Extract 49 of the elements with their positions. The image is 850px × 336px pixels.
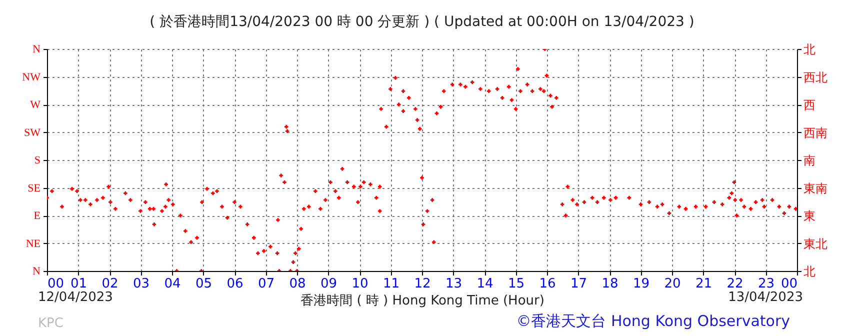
text: 西南 bbox=[804, 126, 828, 140]
x-tick-label: 21 bbox=[695, 276, 712, 292]
text: SE bbox=[28, 182, 41, 194]
text: N bbox=[32, 266, 41, 278]
text: W bbox=[30, 99, 42, 111]
x-tick-label: 13 bbox=[445, 276, 462, 292]
x-tick-label: 19 bbox=[632, 276, 650, 292]
x-tick-label: 00 bbox=[780, 276, 798, 292]
x-tick-label: 06 bbox=[226, 276, 244, 292]
text: 北 bbox=[804, 264, 816, 278]
x-tick-label: 08 bbox=[289, 276, 306, 292]
text: ©香港天文台 Hong Kong Observatory bbox=[516, 312, 790, 331]
x-tick-label: 03 bbox=[132, 276, 150, 292]
text: 13/04/2023 bbox=[728, 290, 803, 305]
x-tick-label: 05 bbox=[195, 276, 212, 292]
text: 西北 bbox=[804, 70, 828, 84]
x-tick-label: 00 bbox=[48, 276, 64, 292]
x-tick-label: 12 bbox=[414, 276, 431, 292]
text: 東南 bbox=[804, 181, 828, 196]
text: NE bbox=[26, 238, 41, 250]
text: KPC bbox=[38, 316, 64, 331]
chart-title: ( 於香港時間13/04/2023 00 時 00 分更新 ) ( Updated at 00:00H on 13/04/2023 ) bbox=[150, 14, 694, 30]
x-tick-label: 14 bbox=[476, 276, 494, 292]
x-tick-label: 17 bbox=[570, 276, 588, 292]
text: 北 bbox=[804, 42, 816, 56]
x-tick-label: 01 bbox=[70, 276, 88, 292]
x-tick-label: 15 bbox=[508, 276, 525, 292]
text: 12/04/2023 bbox=[38, 290, 113, 305]
x-tick-label: 23 bbox=[758, 276, 775, 292]
text: 南 bbox=[804, 154, 816, 168]
x-tick-label: 09 bbox=[320, 276, 338, 292]
x-tick-label: 10 bbox=[352, 276, 368, 292]
x-tick-label: 04 bbox=[164, 276, 181, 292]
x-tick-label: 22 bbox=[726, 276, 744, 292]
x-tick-label: 11 bbox=[382, 276, 400, 292]
text: NW bbox=[22, 71, 42, 84]
text: 東 bbox=[804, 209, 816, 223]
text: E bbox=[34, 210, 41, 222]
x-tick-label: 02 bbox=[102, 276, 118, 292]
text: S bbox=[34, 154, 40, 166]
x-axis-title: 香港時間 ( 時 ) Hong Kong Time (Hour) bbox=[300, 294, 544, 308]
x-tick-label: 16 bbox=[539, 276, 556, 292]
x-tick-label: 07 bbox=[258, 276, 275, 292]
text: 西 bbox=[804, 98, 816, 112]
text: SW bbox=[24, 126, 42, 139]
x-tick-label: 20 bbox=[664, 276, 681, 292]
text: N bbox=[32, 44, 41, 56]
text: 東北 bbox=[804, 236, 828, 251]
x-tick-label: 18 bbox=[602, 276, 618, 292]
